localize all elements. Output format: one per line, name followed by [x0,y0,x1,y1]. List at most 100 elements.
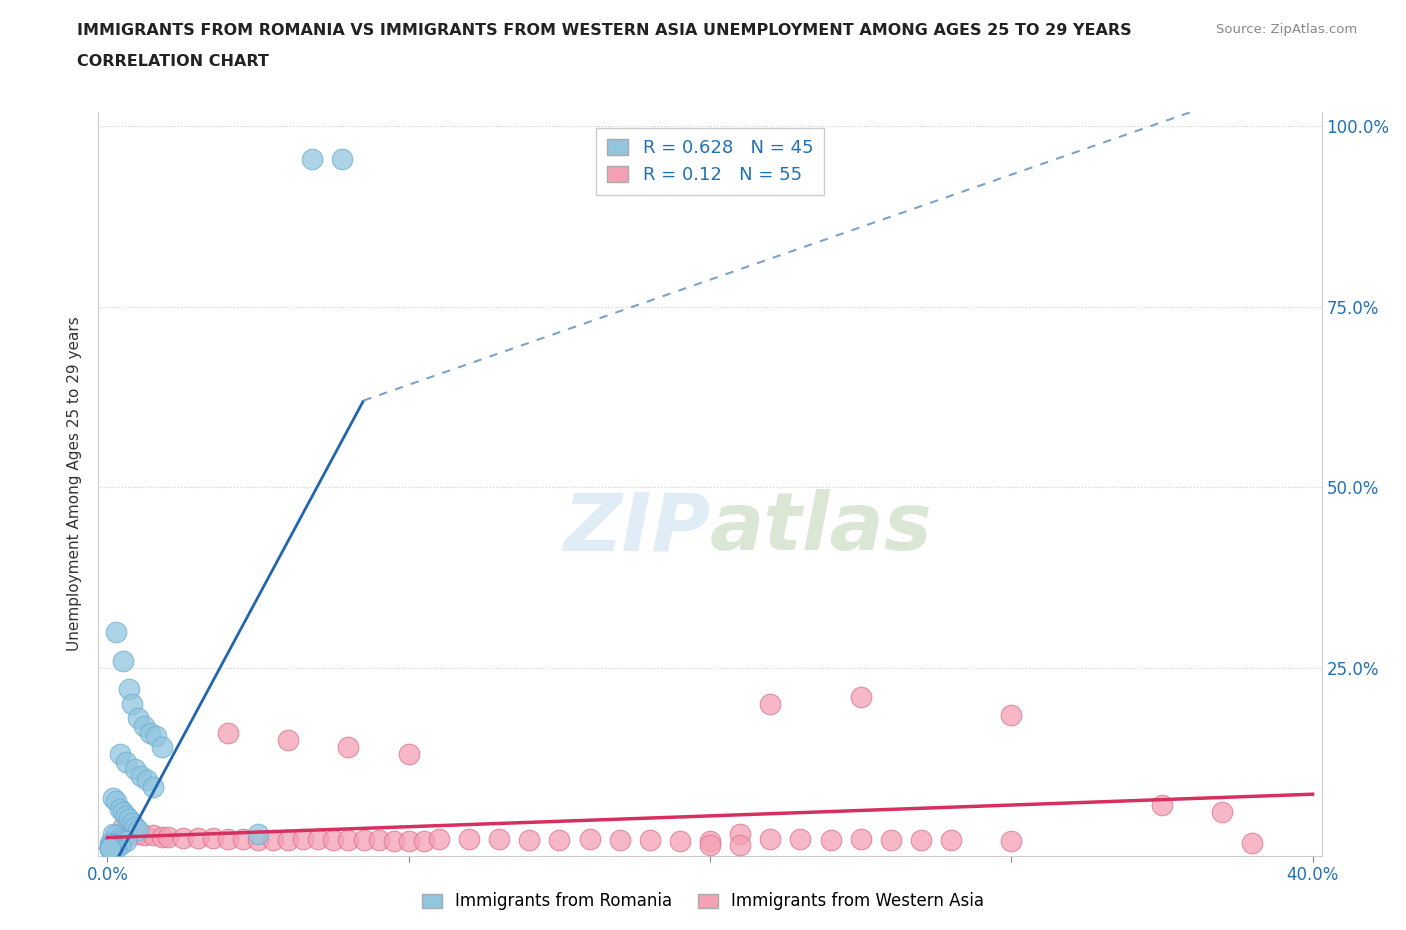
Point [108,838,131,853]
Point [100,840,122,855]
Point [277,832,299,847]
Point [156,830,179,844]
Point [307,831,329,846]
Point [172,830,194,845]
Text: atlas: atlas [710,489,932,567]
Point [609,833,631,848]
Point [132,718,155,733]
Point [108,747,131,762]
Point [105,624,128,639]
Point [458,831,481,846]
Point [382,833,405,848]
Point [114,808,136,823]
Point [1211,804,1233,819]
Point [114,833,136,848]
Point [789,831,811,846]
Point [100,840,122,855]
Point [124,762,146,777]
Point [100,840,122,855]
Point [488,831,510,846]
Point [910,833,932,848]
Point [127,823,149,838]
Point [111,832,134,847]
Point [517,832,540,847]
Point [105,840,128,855]
Point [412,833,434,848]
Point [142,779,165,794]
Point [100,840,122,855]
Point [132,828,155,843]
Point [108,802,131,817]
Text: IMMIGRANTS FROM ROMANIA VS IMMIGRANTS FROM WESTERN ASIA UNEMPLOYMENT AMONG AGES : IMMIGRANTS FROM ROMANIA VS IMMIGRANTS FR… [77,23,1132,38]
Point [150,830,173,844]
Point [103,840,125,855]
Point [103,790,125,805]
Point [398,833,420,848]
Point [217,725,239,740]
Point [121,697,143,711]
Point [301,151,323,166]
Point [100,835,122,850]
Point [292,831,315,846]
Point [427,831,450,846]
Point [332,151,354,166]
Point [138,725,160,740]
Point [939,833,962,848]
Point [247,832,270,847]
Point [759,697,782,711]
Point [187,830,209,845]
Point [322,832,344,847]
Point [100,839,122,854]
Point [728,827,751,842]
Point [114,754,136,769]
Point [578,831,600,846]
Point [105,828,128,843]
Point [1000,833,1022,848]
Point [129,769,152,784]
Text: CORRELATION CHART: CORRELATION CHART [77,54,269,69]
Point [117,682,139,697]
Point [337,739,360,754]
Point [111,819,134,834]
Point [127,711,149,725]
Legend: R = 0.628   N = 45, R = 0.12   N = 55: R = 0.628 N = 45, R = 0.12 N = 55 [596,128,824,195]
Point [1241,835,1264,850]
Point [103,827,125,842]
Point [124,819,146,834]
Point [880,833,903,848]
Point [669,833,692,848]
Point [100,840,122,855]
Point [117,812,139,827]
Point [367,833,389,848]
Text: ZIP: ZIP [562,489,710,567]
Legend: Immigrants from Romania, Immigrants from Western Asia: Immigrants from Romania, Immigrants from… [415,885,991,917]
Point [247,827,270,842]
Point [103,837,125,852]
Point [135,772,157,787]
Point [127,827,149,842]
Point [849,831,872,846]
Point [638,833,661,848]
Point [820,833,842,848]
Point [699,837,721,852]
Point [121,816,143,830]
Point [277,733,299,748]
Point [232,831,254,846]
Point [337,832,360,847]
Point [217,831,239,846]
Point [353,833,375,848]
Point [103,840,125,855]
Point [1150,798,1173,813]
Point [201,830,224,845]
Y-axis label: Unemployment Among Ages 25 to 29 years: Unemployment Among Ages 25 to 29 years [67,316,83,651]
Point [111,653,134,668]
Point [105,837,128,852]
Point [262,832,284,847]
Point [108,830,131,845]
Point [728,837,751,852]
Point [105,794,128,809]
Point [150,739,173,754]
Point [145,729,167,744]
Point [398,747,420,762]
Point [1000,708,1022,723]
